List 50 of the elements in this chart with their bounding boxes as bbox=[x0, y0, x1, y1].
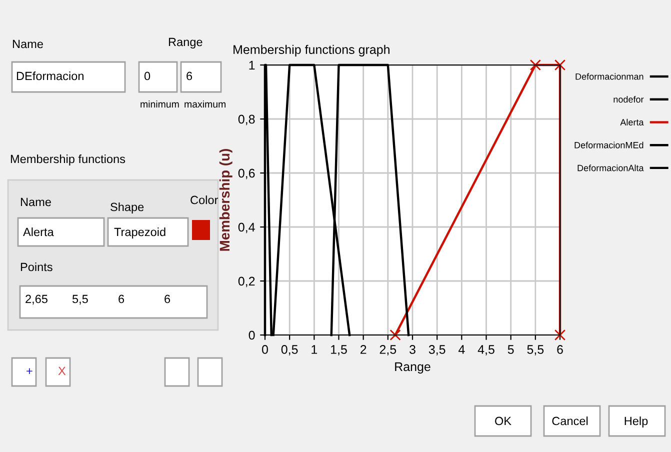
text: Trapezoid bbox=[114, 227, 166, 239]
y-tick-label: 0,4 bbox=[238, 222, 255, 234]
x-tick-label: 5 bbox=[508, 345, 514, 354]
text: Color bbox=[190, 195, 218, 204]
text: Help bbox=[624, 416, 648, 428]
x-tick-label: 2,5 bbox=[380, 345, 396, 356]
text: Membership functions bbox=[10, 154, 126, 166]
text: DEformacion bbox=[16, 72, 84, 80]
text: + bbox=[26, 368, 32, 374]
text: 0 bbox=[144, 72, 150, 80]
text: X bbox=[58, 366, 66, 376]
text: Name bbox=[12, 40, 43, 48]
x-tick-label: 3,5 bbox=[428, 345, 446, 356]
text: 5,5 bbox=[72, 294, 88, 305]
chart-title: Membership functions graph bbox=[234, 44, 390, 56]
text: Cancel bbox=[552, 416, 588, 426]
text: maximum bbox=[184, 100, 226, 108]
text: OK bbox=[495, 416, 512, 426]
text: Range bbox=[168, 38, 202, 48]
y-tick-label: 1 bbox=[249, 60, 255, 70]
x-tick-label: 0 bbox=[262, 345, 268, 354]
text: Points bbox=[20, 262, 52, 272]
text: Alerta bbox=[23, 227, 54, 236]
y-axis-title: Membership (u) bbox=[219, 148, 232, 251]
text: Shape bbox=[110, 202, 144, 214]
x-tick-label: 5,5 bbox=[527, 345, 544, 356]
legend-label: DeformacionAlta bbox=[578, 164, 644, 172]
legend-label: Alerta bbox=[620, 118, 644, 126]
text: 2,65 bbox=[26, 294, 48, 305]
x-tick-label: 4,5 bbox=[478, 345, 494, 356]
x-tick-label: 6 bbox=[557, 345, 563, 354]
x-tick-label: 0,5 bbox=[281, 345, 298, 356]
x-tick-label: 1 bbox=[312, 345, 318, 354]
text: 6 bbox=[164, 294, 170, 304]
y-tick-label: 0,2 bbox=[238, 276, 255, 288]
y-tick-label: 0 bbox=[248, 330, 255, 340]
text: minimum bbox=[140, 100, 179, 108]
text: 6 bbox=[186, 72, 192, 80]
x-tick-label: 3 bbox=[410, 345, 416, 354]
x-tick-label: 2 bbox=[360, 345, 366, 354]
y-tick-label: 0,6 bbox=[238, 168, 255, 180]
text: Name bbox=[20, 198, 51, 206]
legend-label: nodefor bbox=[614, 96, 644, 103]
x-tick-label: 4 bbox=[458, 345, 465, 354]
x-axis-title: Range bbox=[395, 362, 430, 374]
legend-label: DeformacionMEd bbox=[574, 142, 644, 148]
y-tick-label: 0,8 bbox=[238, 114, 255, 126]
text: 6 bbox=[118, 294, 124, 304]
x-tick-label: 1,5 bbox=[331, 345, 347, 356]
legend-label: Deformacionman bbox=[576, 73, 644, 80]
